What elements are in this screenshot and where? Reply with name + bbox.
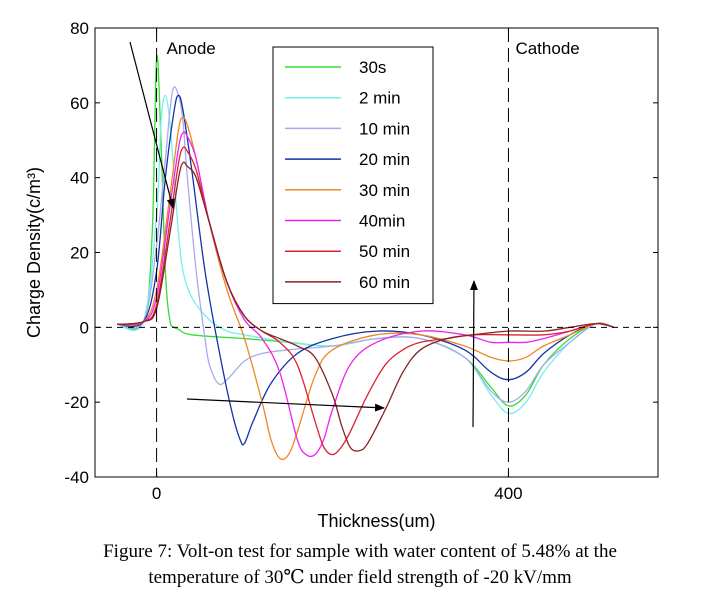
y-tick-label-1: -20 <box>64 393 89 412</box>
legend-entry-7: 60 min <box>359 273 410 292</box>
legend-entry-2: 10 min <box>359 119 410 138</box>
x-tick-label-1: 400 <box>494 484 522 503</box>
y-tick-label-4: 40 <box>70 169 89 188</box>
arrow-anode-peak <box>129 41 175 209</box>
charge-density-chart: -40 -20 0 20 40 60 80 0 400 Thickness(um) Charge D… <box>24 19 659 531</box>
y-axis-label: Charge Density(c/m³) <box>24 167 44 338</box>
series-line-4 <box>116 117 615 461</box>
series-group <box>116 54 615 461</box>
legend-entry-0: 30s <box>359 58 386 77</box>
arrow-cathode <box>469 280 478 428</box>
y-tick-label-3: 20 <box>70 244 89 263</box>
x-axis-label: Thickness(um) <box>317 511 435 531</box>
anode-label: Anode <box>167 39 216 58</box>
y-tick-label-2: 0 <box>80 318 89 337</box>
figure-caption-line-1: Figure 7: Volt-on test for sample with w… <box>103 541 617 562</box>
x-tick-label-0: 0 <box>152 484 161 503</box>
legend-entry-1: 2 min <box>359 89 401 108</box>
legend-entry-6: 50 min <box>359 242 410 261</box>
arrow-shift <box>186 398 385 412</box>
figure-caption-line-2: temperature of 30℃ under field strength … <box>148 567 572 588</box>
series-line-3 <box>116 94 615 446</box>
y-tick-label-5: 60 <box>70 94 89 113</box>
y-tick-label-6: 80 <box>70 19 89 38</box>
overlay-group: -40 -20 0 20 40 60 80 0 400 Thickness(um) Charge D… <box>24 19 659 531</box>
series-line-7 <box>116 161 615 452</box>
legend-entry-4: 30 min <box>359 181 410 200</box>
series-line-5 <box>116 131 615 458</box>
series-line-1 <box>116 94 615 415</box>
legend-entry-5: 40min <box>359 212 405 231</box>
y-tick-label-0: -40 <box>64 468 89 487</box>
legend-box <box>272 46 434 305</box>
legend-entry-3: 20 min <box>359 150 410 169</box>
series-line-2 <box>116 86 615 403</box>
cathode-label: Cathode <box>515 39 579 58</box>
